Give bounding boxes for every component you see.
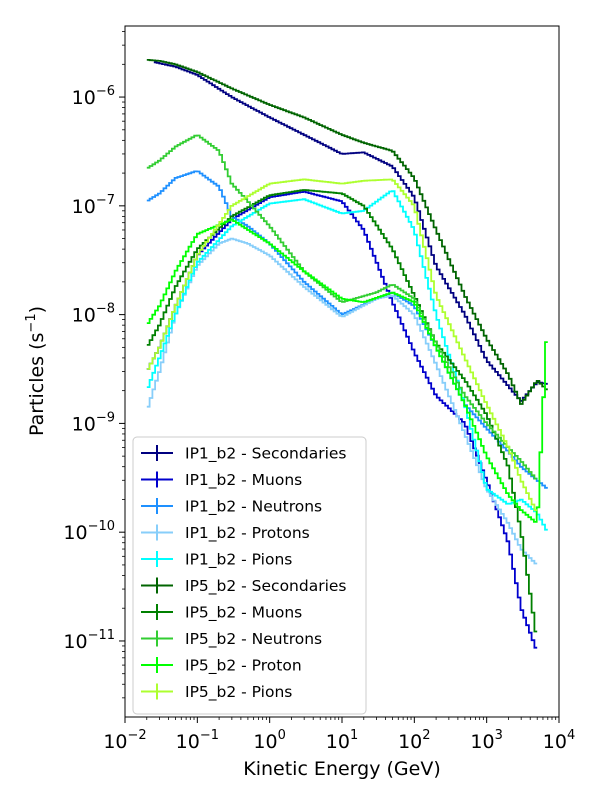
legend-item-ip5-b2-secondaries: IP5_b2 - Secondaries <box>141 577 347 596</box>
legend-item-ip1-b2-muons: IP1_b2 - Muons <box>141 471 302 490</box>
axis-layer: 10−2 10−1 100 101 102 103 104 10−11 10−10 10−9 10−… <box>63 31 575 753</box>
y-tick-label: 10−8 <box>72 302 115 327</box>
legend-item-ip1-b2-pions: IP1_b2 - Pions <box>141 551 292 570</box>
y-axis-label-close: ) <box>26 306 48 313</box>
legend-label: IP1_b2 - Neutrons <box>185 498 322 517</box>
legend-item-ip1-b2-protons: IP1_b2 - Protons <box>141 524 310 543</box>
series-ip1-b2-protons <box>146 237 538 565</box>
series-ip5-b2-proton <box>146 218 548 523</box>
x-axis-label: Kinetic Energy (GeV) <box>243 758 440 780</box>
series-ip5-b2-neutrons <box>146 134 538 480</box>
legend-item-ip5-b2-neutrons: IP5_b2 - Neutrons <box>141 630 322 649</box>
legend-label: IP1_b2 - Secondaries <box>185 445 347 464</box>
series-ip1-b2-pions <box>146 190 548 531</box>
y-tick-label: 10−7 <box>72 193 115 218</box>
y-axis-label-main: Particles (s <box>26 333 48 436</box>
legend-box <box>132 436 367 715</box>
legend-label: IP1_b2 - Muons <box>185 471 302 490</box>
series-ip5-b2-pions <box>146 178 538 512</box>
legend-label: IP1_b2 - Protons <box>185 524 310 543</box>
legend-label: IP5_b2 - Neutrons <box>185 630 322 649</box>
series-ip5-b2-secondaries <box>146 59 548 405</box>
x-tick-label: 104 <box>543 728 575 753</box>
x-tick-label: 10−2 <box>103 728 146 753</box>
legend: IP1_b2 - Secondaries IP1_b2 - Muons IP1_b2… <box>132 436 367 715</box>
y-tick-label: 10−9 <box>72 410 115 435</box>
y-axis-label: Particles (s−1) <box>24 306 48 436</box>
series-layer <box>146 59 548 649</box>
legend-label: IP1_b2 - Pions <box>185 551 292 570</box>
x-tick-label: 101 <box>326 728 358 753</box>
x-tick-label: 103 <box>470 728 502 753</box>
x-tick-label: 100 <box>253 728 285 753</box>
legend-label: IP5_b2 - Secondaries <box>185 577 347 596</box>
legend-item-ip5-b2-proton: IP5_b2 - Proton <box>141 657 302 676</box>
legend-label: IP5_b2 - Pions <box>185 683 292 702</box>
plot-frame <box>124 25 560 718</box>
y-tick-label: 10−11 <box>63 628 115 653</box>
legend-label: IP5_b2 - Muons <box>185 604 302 623</box>
legend-item-ip5-b2-pions: IP5_b2 - Pions <box>141 683 292 702</box>
series-ip1-b2-secondaries <box>153 61 548 402</box>
legend-label: IP5_b2 - Proton <box>185 657 302 676</box>
y-tick-label: 10−10 <box>63 519 115 544</box>
x-tick-label: 102 <box>398 728 430 753</box>
legend-item-ip5-b2-muons: IP5_b2 - Muons <box>141 604 302 623</box>
series-ip1-b2-muons <box>146 190 538 649</box>
series-ip5-b2-muons <box>146 189 538 633</box>
y-axis-label-exponent: −1 <box>24 313 39 332</box>
legend-item-ip1-b2-neutrons: IP1_b2 - Neutrons <box>141 498 322 517</box>
series-ip1-b2-neutrons <box>146 170 548 489</box>
legend-item-ip1-b2-secondaries: IP1_b2 - Secondaries <box>141 445 347 464</box>
x-tick-label: 10−1 <box>176 728 219 753</box>
y-tick-label: 10−6 <box>72 84 115 109</box>
